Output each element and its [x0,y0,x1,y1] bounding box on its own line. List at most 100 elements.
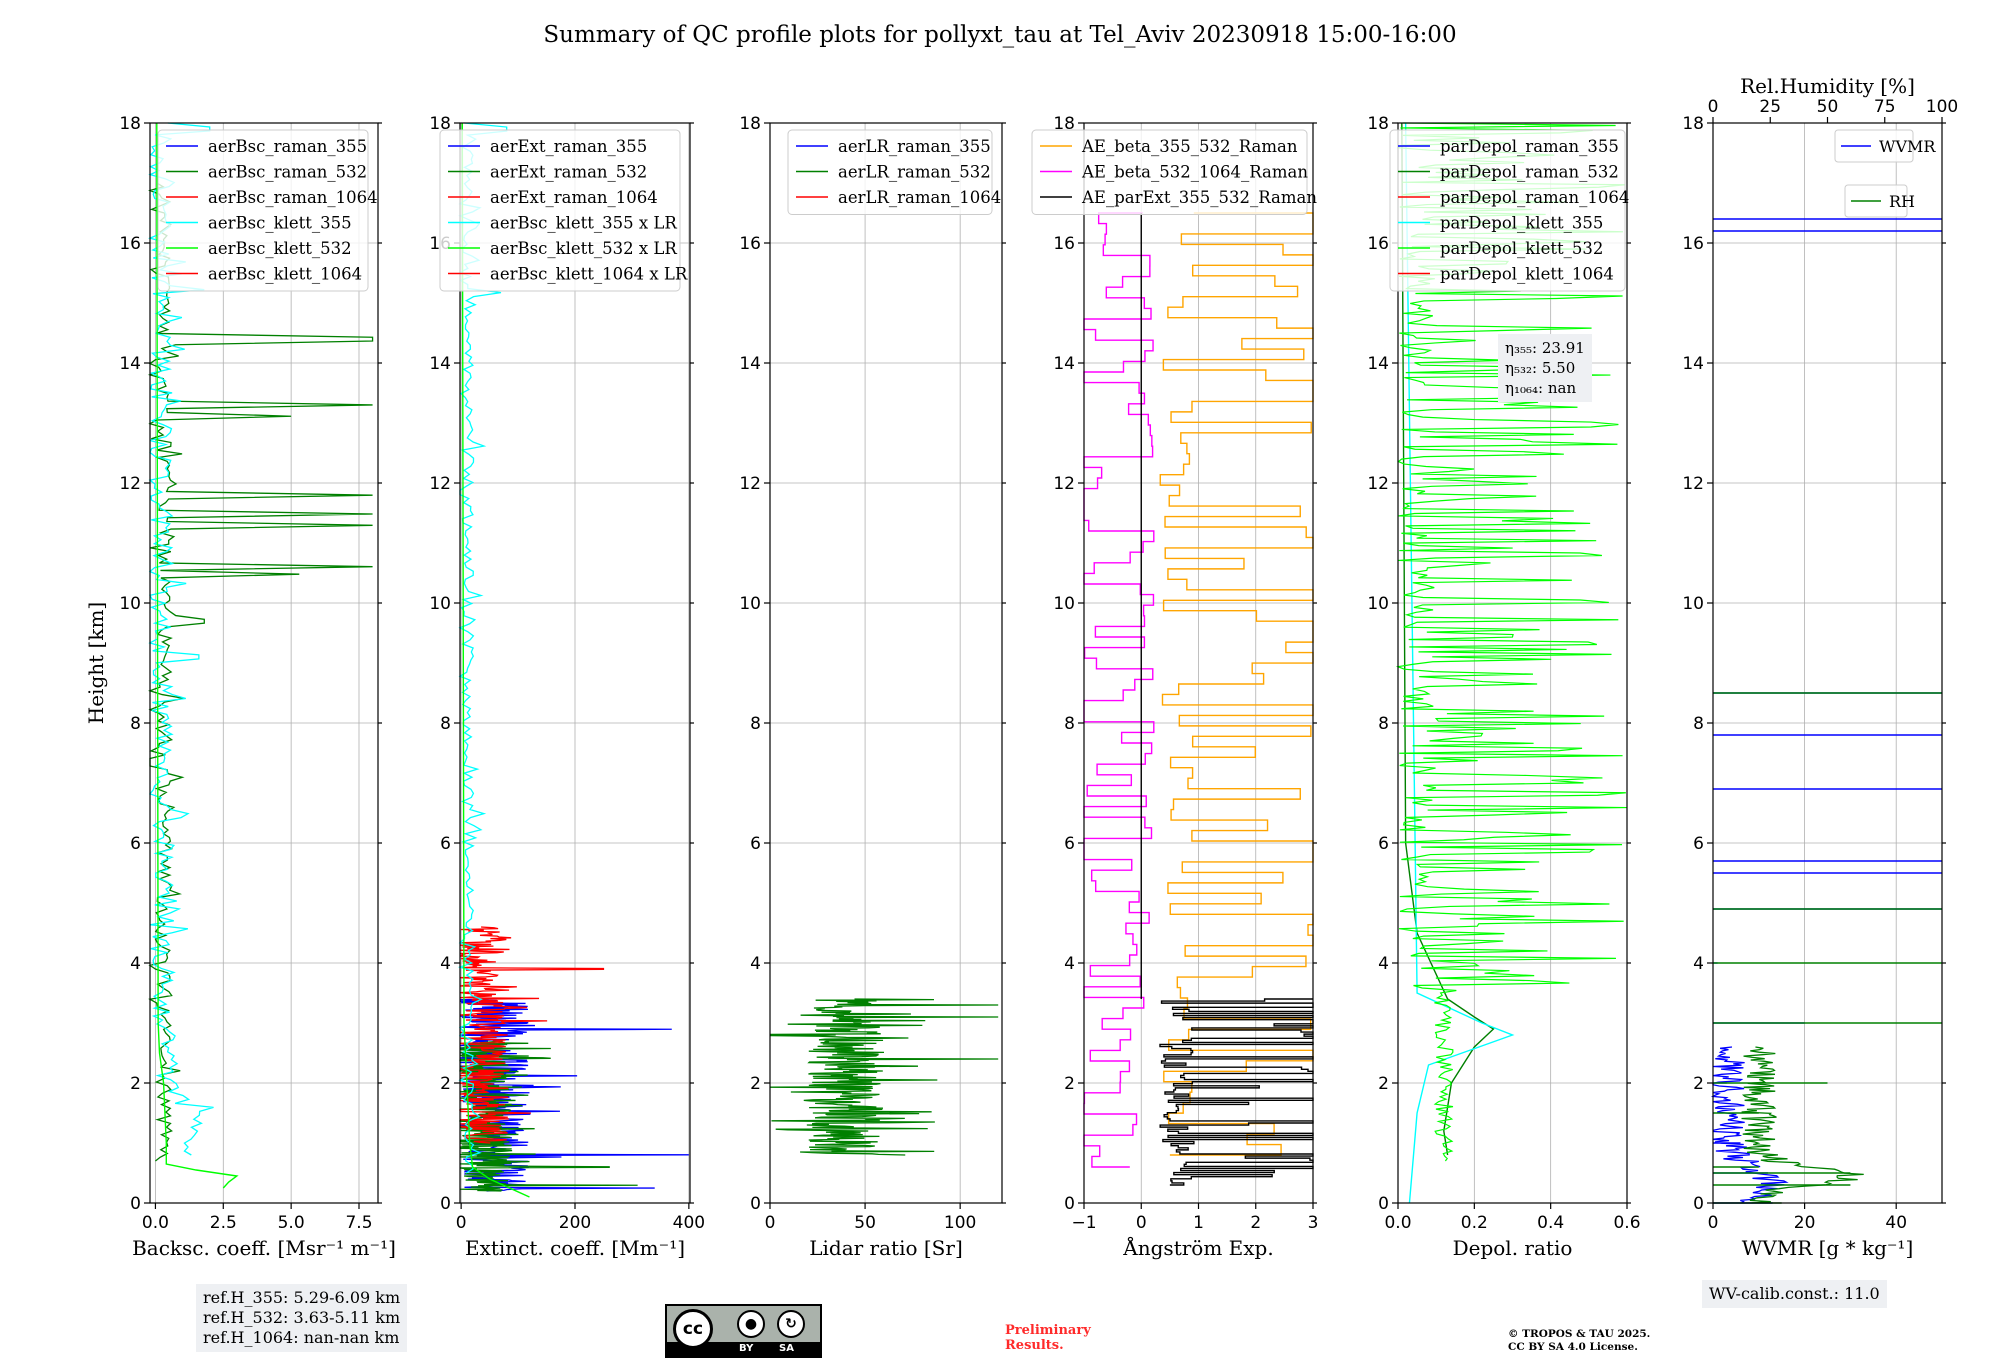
x-tick-label: 200 [559,1213,591,1233]
y-tick-label: 6 [750,834,761,854]
reference-height-box: ref.H_355: 5.29-6.09 km ref.H_532: 3.63-… [196,1284,408,1352]
share-alike-icon: ↻ [777,1310,805,1338]
y-tick-label: 14 [1367,354,1389,374]
legend-entry-aerbsc-klett-1064: aerBsc_klett_1064 [208,265,362,284]
y-tick-label: 8 [130,714,141,734]
legend-entry-pardepol-klett-532: parDepol_klett_532 [1440,239,1603,258]
x-tick-label: 0.0 [142,1213,169,1233]
series-line-aerbsc-klett-532-x-lr [461,122,530,1198]
legend-entry-aerbsc-klett-355-x-lr: aerBsc_klett_355 x LR [490,214,677,233]
x-tick-label: 0 [1708,1213,1719,1233]
y-tick-label: 6 [1064,834,1075,854]
copyright-line-1: © TROPOS & TAU 2025. [1508,1328,1651,1340]
x-axis-label: WVMR [g * kg⁻¹] [1742,1236,1914,1260]
y-tick-label: 8 [1064,714,1075,734]
series-line-aerlr-raman-532 [769,998,999,1156]
y-tick-label: 10 [119,594,141,614]
legend-entry-aerbsc-klett-532-x-lr: aerBsc_klett_532 x LR [490,239,677,258]
preliminary-line-1: Preliminary [1005,1323,1091,1338]
legend-entry-aerbsc-raman-355: aerBsc_raman_355 [208,137,367,156]
y-tick-label: 0 [130,1194,141,1214]
x-tick-label: 2 [1250,1213,1261,1233]
y-tick-label: 18 [429,114,451,134]
legend-entry-aerext-raman-355: aerExt_raman_355 [490,137,647,156]
x-tick-label: 20 [1794,1213,1816,1233]
legend-entry-pardepol-raman-1064: parDepol_raman_1064 [1440,188,1629,207]
y-tick-label: 10 [1367,594,1389,614]
eta-1064: η₁₀₆₄: nan [1505,379,1577,397]
badge-bar [667,1342,820,1356]
y-tick-label: 12 [1682,474,1704,494]
x-tick-label: 3 [1308,1213,1319,1233]
legend-entry-ae-beta-355-532-raman: AE_beta_355_532_Raman [1081,137,1298,156]
y-tick-label: 6 [1693,834,1704,854]
legend-box [157,129,369,292]
series-line-ae-parext-355-532-raman [1159,998,1314,1186]
y-axis-label: Height [km] [84,602,108,724]
series-line-wvmr [1710,1046,1789,1204]
copyright-line-2: CC BY SA 4.0 License. [1508,1341,1638,1353]
y-tick-label: 10 [739,594,761,614]
y-tick-label: 4 [130,954,141,974]
x-axis-label: Depol. ratio [1453,1236,1573,1260]
y-tick-label: 2 [750,1074,761,1094]
by-label: BY [739,1343,754,1354]
eta-532: η₅₃₂: 5.50 [1505,359,1576,377]
panel-extinction: 0246810121416180200400Extinct. coeff. [M… [429,114,705,1260]
legend-box [439,129,681,292]
y-tick-label: 2 [440,1074,451,1094]
series-line-pardepol-klett-532 [1395,122,1627,1162]
y-tick-label: 14 [1682,354,1704,374]
legend-entry-aerlr-raman-355: aerLR_raman_355 [838,137,991,156]
y-tick-label: 18 [1053,114,1075,134]
series-line-ae-beta-532-1064-raman [1083,212,1155,1168]
y-tick-label: 0 [1378,1194,1389,1214]
x-tick-label: 1 [1193,1213,1204,1233]
y-tick-label: 8 [750,714,761,734]
y-tick-label: 16 [739,234,761,254]
x-tick-label: 2.5 [210,1213,237,1233]
y-tick-label: 4 [1064,954,1075,974]
y-tick-label: 14 [739,354,761,374]
y-tick-label: 4 [1378,954,1389,974]
axes-frame [769,122,1003,1204]
legend-entry-ae-parext-355-532-raman: AE_parExt_355_532_Raman [1081,188,1317,207]
x-tick-label: 0 [456,1213,467,1233]
ref-height-532: ref.H_532: 3.63-5.11 km [203,1308,401,1327]
y-tick-label: 10 [1053,594,1075,614]
ref-height-1064: ref.H_1064: nan-nan km [203,1328,400,1347]
x-tick-label: 0 [1136,1213,1147,1233]
legend-entry-pardepol-klett-1064: parDepol_klett_1064 [1440,265,1614,284]
top-x-tick-label: 25 [1759,97,1781,117]
y-tick-label: 8 [1693,714,1704,734]
y-tick-label: 6 [130,834,141,854]
y-tick-label: 0 [1064,1194,1075,1214]
x-tick-label: −1 [1071,1213,1096,1233]
legend-entry-aerbsc-klett-355: aerBsc_klett_355 [208,214,352,233]
axes-frame [1397,122,1628,1204]
x-axis-label: Extinct. coeff. [Mm⁻¹] [465,1236,685,1260]
y-tick-label: 10 [1682,594,1704,614]
x-tick-label: 40 [1885,1213,1907,1233]
x-tick-label: 7.5 [345,1213,372,1233]
y-tick-label: 14 [119,354,141,374]
ref-height-355: ref.H_355: 5.29-6.09 km [203,1288,401,1307]
x-tick-label: 400 [673,1213,705,1233]
legend-entry-aerext-raman-1064: aerExt_raman_1064 [490,188,658,207]
x-tick-label: 0.6 [1613,1213,1640,1233]
preliminary-notice: Preliminary Results. [1005,1323,1091,1353]
legend-entry-aerbsc-raman-1064: aerBsc_raman_1064 [208,188,378,207]
wv-calibration-box: WV-calib.const.: 11.0 [1702,1280,1887,1308]
legend-entry-aerlr-raman-532: aerLR_raman_532 [838,163,991,182]
top-x-tick-label: 50 [1817,97,1839,117]
eta-355: η₃₅₅: 23.91 [1505,339,1585,357]
y-tick-label: 4 [750,954,761,974]
y-tick-label: 12 [429,474,451,494]
y-tick-label: 12 [119,474,141,494]
x-axis-label: Lidar ratio [Sr] [809,1236,963,1260]
y-tick-label: 14 [1053,354,1075,374]
x-tick-label: 0.2 [1461,1213,1488,1233]
y-tick-label: 4 [440,954,451,974]
legend-entry-rh: RH [1889,192,1915,211]
